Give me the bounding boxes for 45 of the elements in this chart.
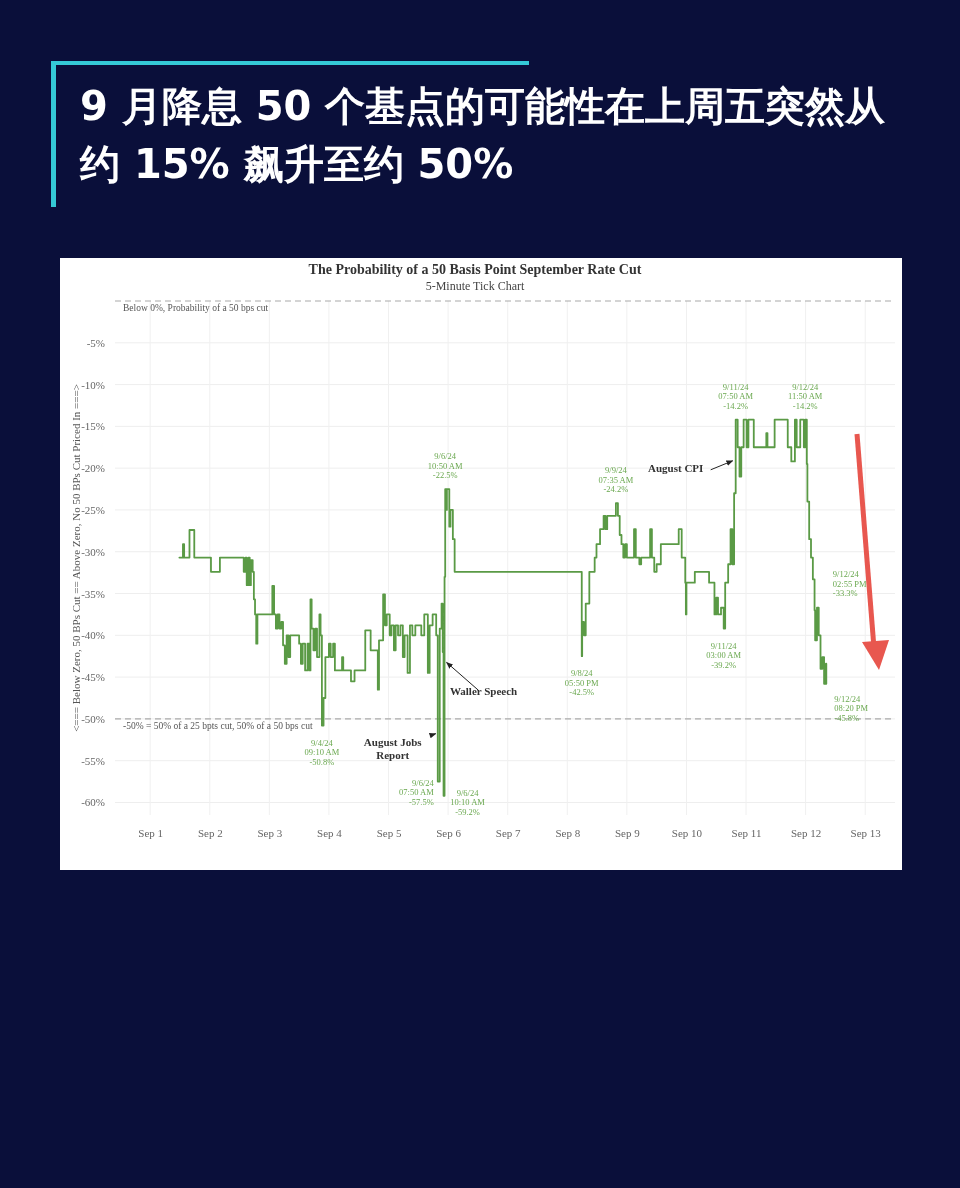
x-tick-label: Sep 12 (791, 826, 822, 839)
annotation: Waller Speech (449, 685, 518, 698)
ref-line-label: -50% = 50% of a 25 bpts cut, 50% of a 50 bps cut (123, 720, 313, 731)
x-tick-label: Sep 5 (376, 826, 402, 839)
annotation: August CPI (648, 461, 704, 474)
y-tick-label: -60% (81, 796, 105, 809)
y-tick-label: -30% (81, 545, 105, 558)
x-tick-label: Sep 7 (495, 826, 522, 839)
x-tick-label: Sep 2 (197, 826, 223, 839)
y-tick-label: -15% (81, 420, 105, 433)
annotation: 9/6/24 10:10 AM -59.2% (450, 787, 486, 817)
y-tick-label: -35% (81, 587, 105, 600)
annotation: 9/9/24 07:35 AM -24.2% (598, 465, 634, 495)
y-tick-label: -45% (81, 671, 105, 684)
chart-title: 9 月降息 50 个基点的可能性在上周五突然从约 15% 飙升至约 50% (79, 83, 887, 187)
x-tick-label: Sep 11 (731, 826, 762, 839)
annotation: 9/11/24 07:50 AM -14.2% (718, 381, 754, 411)
annotation: 9/11/24 03:00 AM -39.2% (706, 640, 742, 670)
y-tick-label: -10% (81, 378, 105, 391)
annotation: 9/4/24 09:10 AM -50.8% (304, 737, 340, 767)
x-tick-label: Sep 9 (614, 826, 641, 839)
annotation: 9/8/24 05:50 PM -42.5% (564, 668, 600, 698)
annotation: 9/12/24 02:55 PM -33.3% (832, 569, 868, 599)
y-tick-label: -55% (81, 754, 105, 767)
x-tick-label: Sep 4 (317, 826, 343, 839)
annotation: 9/12/24 08:20 PM -45.8% (834, 693, 869, 723)
y-tick-label: -20% (81, 462, 105, 475)
x-tick-label: Sep 6 (436, 826, 462, 839)
x-tick-label: Sep 3 (257, 826, 283, 839)
x-tick-label: Sep 8 (555, 826, 581, 839)
annotation: 9/6/24 07:50 AM -57.5% (399, 777, 435, 807)
y-tick-label: -25% (81, 503, 105, 516)
y-tick-label: -50% (81, 712, 105, 725)
y-axis-title: <=== Below Zero, 50 BPs Cut == Above Zero, No 50 BPs Cut Priced In ===> (70, 384, 82, 732)
annotation: 9/12/24 11:50 AM -14.2% (788, 381, 823, 411)
annotation: August Jobs Report (363, 735, 423, 761)
text: 5-Minute Tick Chart (425, 279, 525, 293)
annotation: 9/6/24 10:50 AM -22.5% (427, 451, 463, 481)
ref-line-label: Below 0%, Probability of a 50 bps cut (123, 303, 269, 313)
chart-subtitle: The Probability of a 50 Basis Point September Rate Cut (308, 262, 642, 277)
x-tick-label: Sep 13 (850, 826, 882, 839)
x-tick-label: Sep 10 (671, 826, 703, 839)
y-tick-label: -40% (81, 629, 105, 642)
x-tick-label: Sep 1 (138, 826, 164, 839)
y-tick-label: -5% (86, 336, 105, 349)
